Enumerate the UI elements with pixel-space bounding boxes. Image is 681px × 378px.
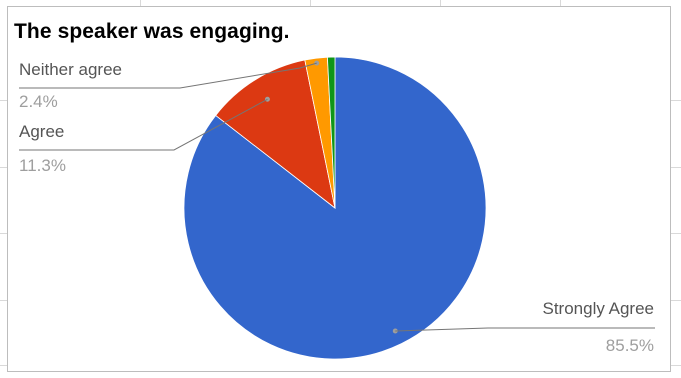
chart-title: The speaker was engaging. — [14, 20, 290, 43]
leader-line — [19, 98, 268, 151]
background-gridline — [440, 0, 441, 6]
slice-label-strongly-agree: Strongly Agree — [542, 299, 654, 318]
background-gridline — [310, 0, 311, 6]
slice-label-agree: Agree — [19, 122, 65, 141]
background-gridline — [140, 0, 141, 6]
background-gridline — [560, 0, 561, 6]
leader-line — [19, 62, 317, 89]
slice-percent-strongly-agree: 85.5% — [605, 336, 654, 355]
leader-line — [395, 327, 655, 332]
slice-label-neither-agree: Neither agree — [19, 60, 123, 79]
pie-slice — [326, 56, 336, 209]
slice-percent-agree: 11.3% — [19, 156, 66, 175]
slice-percent-neither-agree: 2.4% — [19, 92, 58, 111]
pie-slice — [215, 59, 336, 209]
